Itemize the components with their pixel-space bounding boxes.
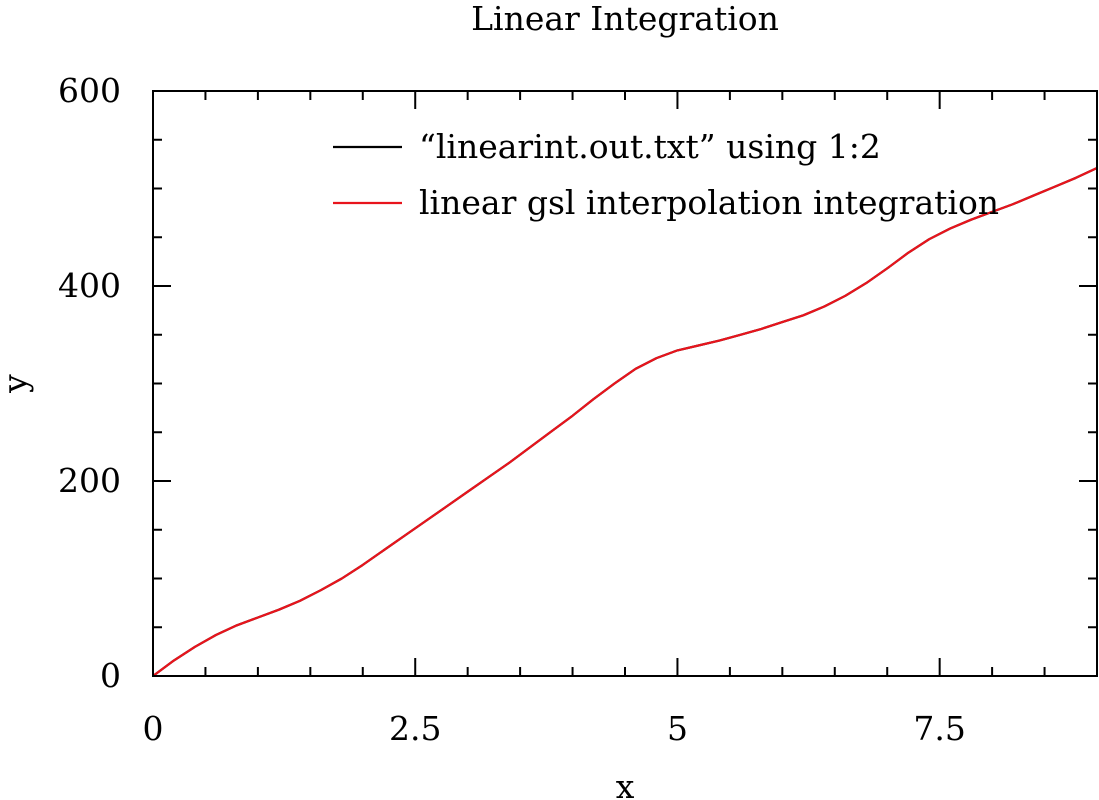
x-tick-label: 7.5: [913, 709, 965, 748]
y-tick-label: 400: [58, 266, 121, 305]
series-line-2: [152, 167, 1098, 677]
y-tick-label: 600: [58, 71, 121, 110]
chart-title: Linear Integration: [471, 0, 779, 38]
plot-frame: [152, 90, 1098, 677]
y-axis-label: y: [0, 374, 34, 394]
series-line-1: [152, 167, 1098, 677]
legend-label-1: “linearint.out.txt” using 1:2: [419, 127, 881, 166]
x-tick-label: 0: [143, 709, 164, 748]
y-tick-label: 200: [58, 461, 121, 500]
x-axis-label: x: [616, 767, 635, 800]
x-tick-label: 2.5: [389, 709, 441, 748]
y-tick-label: 0: [100, 656, 121, 695]
x-tick-label: 5: [667, 709, 688, 748]
legend-label-2: linear gsl interpolation integration: [419, 183, 999, 222]
